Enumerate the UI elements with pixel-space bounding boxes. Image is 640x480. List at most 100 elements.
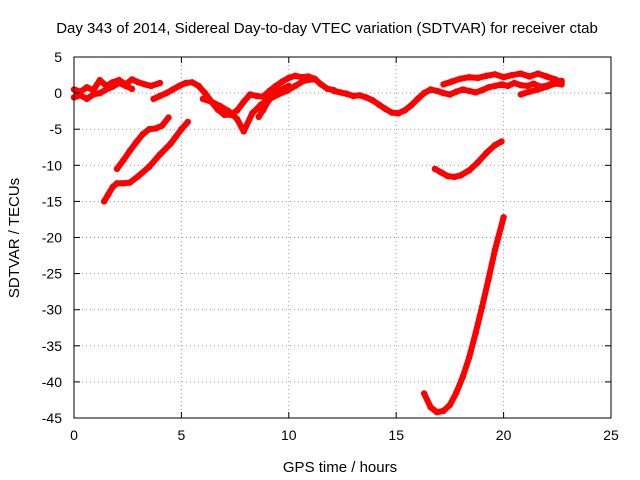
data-point: [146, 126, 153, 133]
series-trace: [431, 138, 505, 180]
data-point: [466, 354, 473, 361]
data-point: [509, 71, 516, 79]
data-point: [511, 79, 518, 87]
data-point: [225, 108, 232, 115]
data-point: [448, 78, 456, 85]
data-point: [109, 183, 116, 191]
data-point: [491, 141, 499, 149]
data-point: [103, 86, 110, 93]
data-point: [156, 92, 164, 100]
x-tick-label: 0: [70, 427, 78, 443]
data-point: [504, 82, 512, 90]
data-point: [466, 87, 473, 95]
data-point: [292, 72, 299, 80]
data-point: [420, 89, 428, 97]
data-point: [459, 86, 466, 93]
data-point: [472, 329, 479, 336]
data-point: [350, 92, 357, 100]
series-arc-4: [420, 214, 507, 416]
data-point: [167, 140, 174, 147]
x-tick-label: 20: [496, 427, 512, 443]
data-point: [120, 157, 127, 164]
series-main-band-d: [199, 76, 316, 135]
data-point: [431, 165, 439, 173]
data-point: [466, 74, 473, 81]
data-point: [408, 102, 415, 109]
data-point: [457, 172, 464, 179]
data-point: [534, 86, 542, 93]
data-point: [500, 214, 507, 221]
data-point: [498, 81, 505, 88]
data-point: [176, 82, 183, 90]
data-point: [120, 180, 127, 187]
data-point: [201, 89, 209, 97]
data-point: [526, 73, 533, 80]
series-main-band-h: [517, 77, 565, 98]
data-point: [459, 373, 466, 380]
data-point: [530, 80, 537, 87]
data-point: [96, 76, 104, 84]
y-tick-label: -5: [50, 121, 63, 137]
x-tick-label: 10: [281, 427, 297, 443]
data-point: [163, 89, 170, 97]
data-point: [401, 107, 408, 114]
data-point: [216, 102, 224, 110]
data-point: [474, 159, 481, 166]
axis-ticks: 0 5 10 15 20 25 5 0 -5 -10 -15 -20 -25 -30 -35 -40 -45: [42, 49, 619, 443]
y-tick-label: -15: [42, 193, 62, 209]
data-point: [317, 81, 325, 88]
data-point: [266, 87, 273, 95]
y-tick-label: -10: [42, 157, 62, 173]
y-tick-label: -35: [42, 338, 62, 354]
data-point: [146, 163, 153, 170]
data-point: [524, 82, 531, 90]
data-point: [485, 84, 492, 91]
data-point: [440, 81, 447, 88]
data-point: [382, 105, 389, 113]
series-main-band-e: [255, 82, 292, 121]
data-point: [427, 404, 434, 411]
data-point: [453, 88, 460, 95]
data-point: [150, 95, 157, 103]
data-point: [498, 138, 505, 145]
data-point: [526, 88, 533, 95]
x-tick-label: 15: [388, 427, 404, 443]
x-tick-label: 25: [603, 427, 619, 443]
series-main-band-g: [440, 70, 565, 88]
x-axis-label: GPS time / hours: [283, 459, 397, 476]
data-point: [433, 409, 441, 416]
data-point: [433, 87, 441, 95]
data-point: [259, 93, 267, 100]
data-point: [483, 149, 490, 157]
chart-title: Day 343 of 2014, Sidereal Day-to-day VTE…: [56, 20, 598, 37]
data-point: [240, 98, 247, 106]
data-point: [375, 101, 383, 108]
data-point: [139, 131, 146, 138]
data-point: [208, 98, 215, 106]
data-point: [517, 91, 524, 98]
data-point: [420, 390, 428, 397]
data-point: [478, 303, 486, 310]
data-point: [272, 82, 280, 90]
data-point: [324, 85, 331, 93]
data-point: [517, 70, 524, 77]
data-point: [255, 113, 262, 121]
data-point: [128, 76, 136, 83]
data-point: [444, 172, 451, 180]
data-point: [77, 92, 84, 99]
data-point: [309, 76, 316, 83]
data-point: [427, 86, 434, 93]
data-point: [126, 179, 133, 186]
data-point: [195, 82, 202, 90]
data-point: [83, 95, 91, 103]
data-point: [234, 115, 241, 123]
data-point: [234, 107, 241, 114]
data-point: [438, 169, 445, 176]
data-point: [517, 82, 524, 89]
data-point: [253, 92, 260, 100]
data-point: [182, 79, 189, 87]
y-tick-label: -20: [42, 230, 62, 246]
data-point: [466, 167, 473, 174]
series-trace: [71, 80, 135, 102]
data-point: [534, 70, 542, 77]
